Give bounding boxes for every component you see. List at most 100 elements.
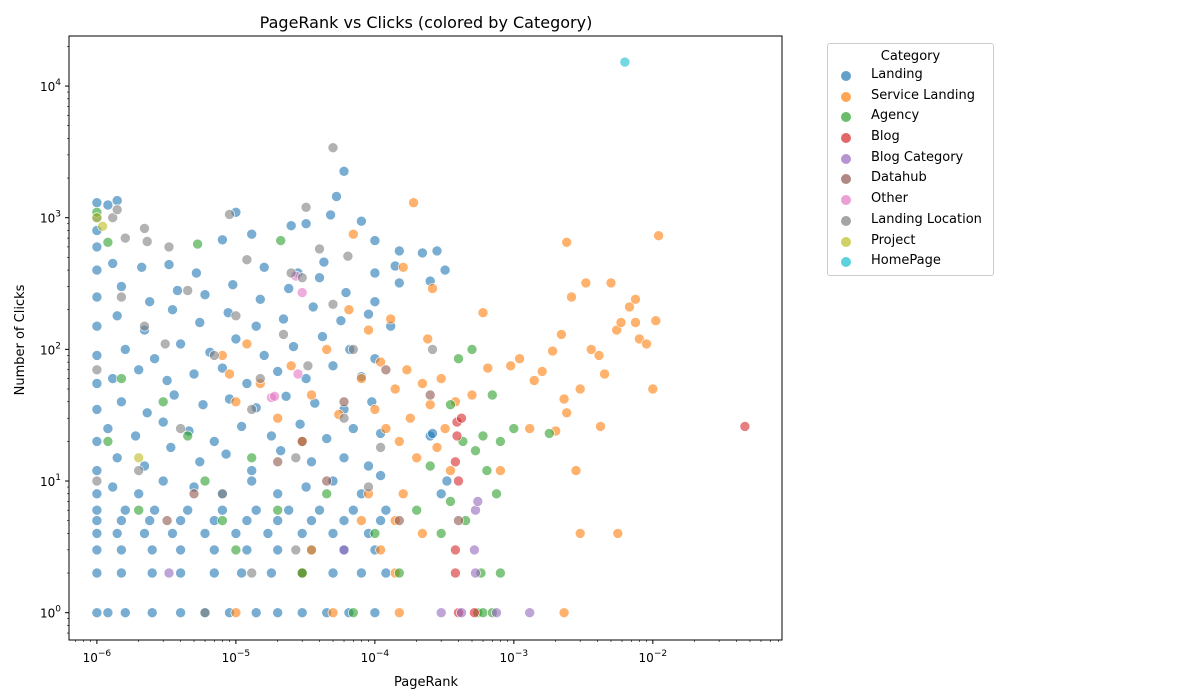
chart-title: PageRank vs Clicks (colored by Category) bbox=[260, 13, 593, 32]
point-landing bbox=[288, 341, 299, 352]
point-landing bbox=[116, 515, 127, 526]
point-service-landing bbox=[375, 544, 386, 556]
legend-label: Blog Category bbox=[871, 149, 964, 165]
point-landing-location bbox=[230, 310, 242, 322]
point-service-landing bbox=[417, 378, 428, 389]
point-landing bbox=[435, 488, 447, 500]
point-landing bbox=[91, 378, 103, 389]
legend-marker bbox=[841, 112, 851, 123]
point-landing-location bbox=[363, 481, 374, 493]
point-landing bbox=[441, 475, 453, 487]
point-landing bbox=[144, 515, 155, 526]
point-agency bbox=[133, 504, 144, 516]
point-blog-category bbox=[435, 607, 447, 619]
point-agency bbox=[199, 475, 211, 487]
scatter-points bbox=[91, 56, 751, 619]
legend-label: Service Landing bbox=[871, 87, 975, 103]
point-service-landing bbox=[505, 360, 517, 372]
point-landing bbox=[258, 350, 270, 361]
legend-item: Project bbox=[828, 232, 993, 253]
point-datahub bbox=[188, 488, 200, 500]
point-blog bbox=[739, 421, 751, 432]
point-landing bbox=[102, 199, 114, 211]
legend-label: Blog bbox=[871, 129, 900, 145]
point-service-landing bbox=[327, 607, 339, 619]
point-landing bbox=[168, 389, 180, 401]
point-landing bbox=[91, 320, 103, 332]
point-landing-location bbox=[120, 232, 131, 244]
point-service-landing bbox=[375, 356, 386, 368]
point-service-landing bbox=[347, 228, 359, 240]
point-service-landing bbox=[574, 528, 586, 539]
point-landing-location bbox=[254, 373, 266, 384]
legend-label: Other bbox=[871, 191, 908, 207]
point-landing-location bbox=[111, 204, 123, 215]
point-blog-category bbox=[456, 607, 467, 619]
legend-label: HomePage bbox=[871, 253, 941, 269]
point-agency bbox=[102, 237, 114, 248]
point-blog bbox=[456, 412, 467, 424]
point-landing-location bbox=[241, 254, 253, 266]
point-blog bbox=[453, 475, 464, 487]
point-agency bbox=[192, 238, 203, 250]
x-axis-ticks: 10−6 10−5 10−4 10−3 10−2 bbox=[75, 640, 779, 665]
point-landing bbox=[246, 465, 257, 476]
point-landing bbox=[258, 261, 270, 273]
point-blog-category bbox=[470, 504, 481, 516]
point-agency bbox=[466, 344, 478, 355]
point-agency bbox=[275, 235, 287, 246]
point-landing bbox=[116, 544, 127, 556]
legend-item: Landing bbox=[828, 66, 993, 87]
point-landing-location bbox=[91, 475, 103, 487]
point-landing bbox=[91, 291, 103, 303]
legend-item: Blog Category bbox=[828, 149, 993, 170]
point-landing bbox=[91, 567, 103, 579]
point-blog-category bbox=[338, 544, 350, 556]
point-landing bbox=[327, 528, 339, 539]
point-landing bbox=[250, 320, 262, 332]
legend-marker bbox=[841, 71, 851, 81]
point-service-landing bbox=[306, 544, 317, 556]
point-landing bbox=[91, 436, 103, 447]
y-axis-label: Number of Clicks bbox=[13, 284, 28, 395]
point-landing bbox=[209, 436, 220, 447]
point-agency bbox=[347, 607, 359, 619]
point-landing bbox=[175, 567, 186, 579]
plot-area-frame bbox=[68, 35, 783, 641]
point-service-landing bbox=[556, 329, 567, 340]
point-landing bbox=[306, 515, 317, 526]
point-service-landing bbox=[593, 350, 605, 361]
point-service-landing bbox=[241, 338, 253, 350]
point-blog bbox=[450, 544, 461, 556]
point-landing bbox=[300, 218, 312, 229]
point-landing bbox=[209, 567, 220, 579]
point-landing bbox=[338, 166, 350, 177]
point-landing bbox=[120, 607, 131, 619]
point-landing bbox=[102, 607, 114, 619]
legend-item: HomePage bbox=[828, 252, 993, 273]
point-blog-category bbox=[491, 607, 502, 619]
point-landing-location bbox=[290, 544, 302, 556]
point-datahub bbox=[272, 456, 284, 468]
point-landing-location bbox=[133, 465, 144, 476]
point-blog-category bbox=[524, 607, 536, 619]
point-landing-location bbox=[175, 423, 186, 434]
point-landing bbox=[250, 504, 262, 516]
point-landing-location bbox=[209, 350, 220, 361]
point-service-landing bbox=[422, 333, 434, 345]
point-landing bbox=[182, 504, 193, 516]
point-datahub bbox=[424, 389, 436, 401]
legend-label: Agency bbox=[871, 108, 920, 124]
legend-marker bbox=[841, 153, 851, 164]
point-service-landing bbox=[393, 607, 405, 619]
point-landing bbox=[363, 460, 374, 472]
point-agency bbox=[470, 445, 481, 457]
y-tick-label: 100 bbox=[40, 605, 61, 621]
point-landing bbox=[272, 515, 284, 526]
point-landing bbox=[91, 350, 103, 361]
point-service-landing bbox=[435, 373, 447, 384]
x-tick-label: 10−3 bbox=[500, 649, 529, 665]
point-homepage bbox=[619, 56, 631, 68]
point-landing bbox=[262, 528, 274, 539]
point-service-landing bbox=[536, 366, 548, 377]
